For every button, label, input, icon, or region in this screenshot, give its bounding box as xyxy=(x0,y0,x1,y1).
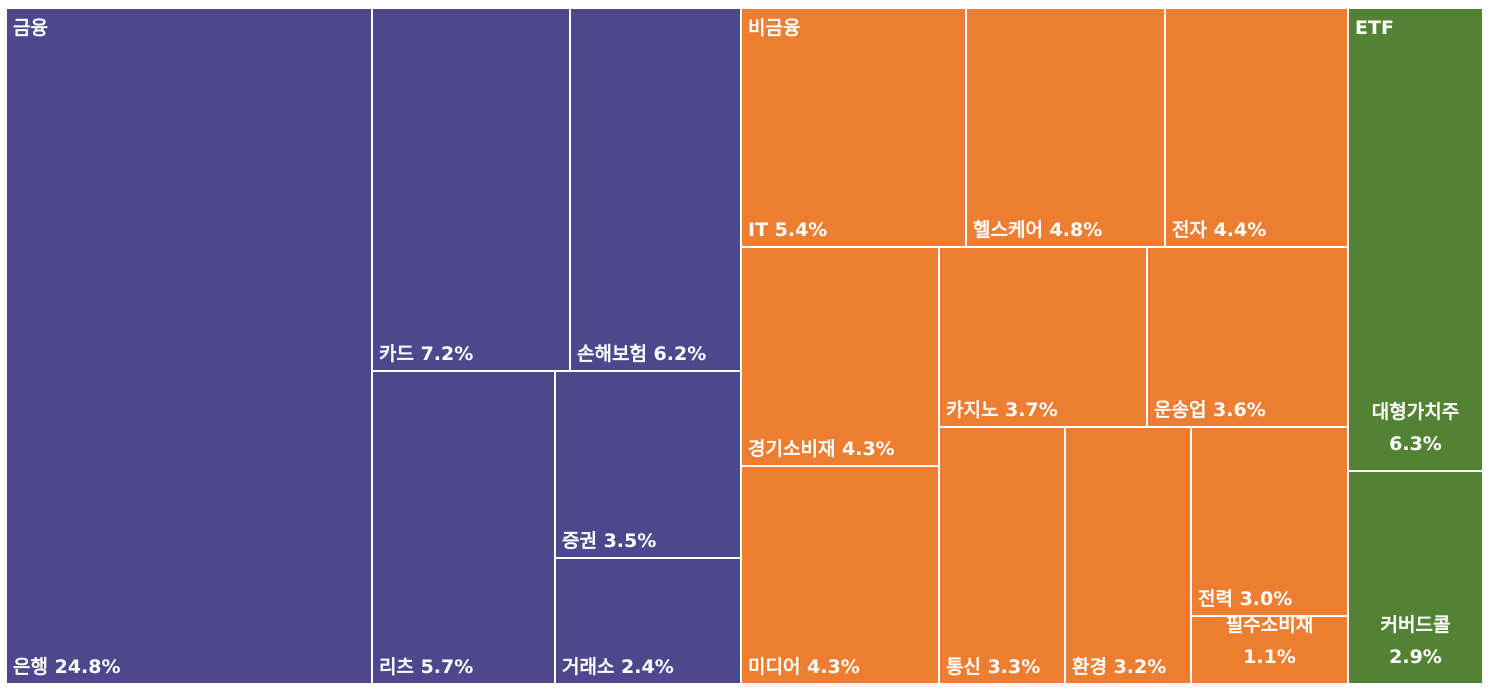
treemap-cell xyxy=(554,557,742,685)
cell-label: 전력 3.0% xyxy=(1198,588,1292,610)
treemap-cell xyxy=(1190,426,1349,617)
group-title: 비금융 xyxy=(748,17,800,39)
treemap-cell xyxy=(938,246,1148,428)
treemap-cell xyxy=(1347,470,1484,685)
treemap-cell xyxy=(1146,246,1349,428)
cell-label: 은행 24.8% xyxy=(13,656,121,678)
treemap-cell xyxy=(371,7,571,372)
group-title: 금융 xyxy=(13,17,48,39)
treemap-cell xyxy=(965,7,1166,248)
cell-label: 거래소 2.4% xyxy=(562,656,674,678)
plot-outline xyxy=(5,7,1484,685)
group-title: ETF xyxy=(1355,17,1394,39)
treemap-cell xyxy=(1190,615,1349,685)
treemap-cells xyxy=(5,7,1484,685)
cell-label: 커버드콜 xyxy=(1381,614,1451,636)
treemap-cell xyxy=(1164,7,1349,248)
cell-label: 리츠 5.7% xyxy=(379,656,473,678)
cell-label: 운송업 3.6% xyxy=(1154,399,1266,421)
cell-label: 미디어 4.3% xyxy=(748,656,860,678)
cell-label: 환경 3.2% xyxy=(1072,656,1166,678)
treemap-cell xyxy=(740,246,940,467)
cell-value-label: 1.1% xyxy=(1243,646,1296,668)
cell-label: 대형가치주 xyxy=(1372,401,1459,423)
treemap-cell xyxy=(371,370,556,685)
treemap-cell xyxy=(740,7,967,248)
treemap-labels: 은행 24.8% 카드 7.2% 손해보험 6.2% 리츠 5.7% 증권 3.5% 거래… xyxy=(13,17,1459,678)
cell-label: 통신 3.3% xyxy=(946,656,1040,678)
cell-value-label: 6.3% xyxy=(1389,433,1442,455)
cell-label: 손해보험 6.2% xyxy=(577,343,706,365)
treemap-cell xyxy=(554,370,742,559)
cell-value-label: 2.9% xyxy=(1389,646,1442,668)
cell-label: 헬스케어 4.8% xyxy=(973,219,1102,241)
cell-label: 카지노 3.7% xyxy=(946,399,1058,421)
cell-label: IT 5.4% xyxy=(748,219,827,241)
cell-label: 경기소비재 4.3% xyxy=(748,438,895,460)
cell-label: 증권 3.5% xyxy=(562,530,656,552)
treemap-cell xyxy=(740,465,940,685)
cell-label: 필수소비재 xyxy=(1226,614,1313,636)
treemap-cell xyxy=(938,426,1066,685)
cell-label: 전자 4.4% xyxy=(1172,219,1266,241)
treemap-cell xyxy=(5,7,373,685)
treemap-cell xyxy=(1064,426,1192,685)
cell-label: 카드 7.2% xyxy=(379,343,473,365)
treemap-cell xyxy=(569,7,742,372)
